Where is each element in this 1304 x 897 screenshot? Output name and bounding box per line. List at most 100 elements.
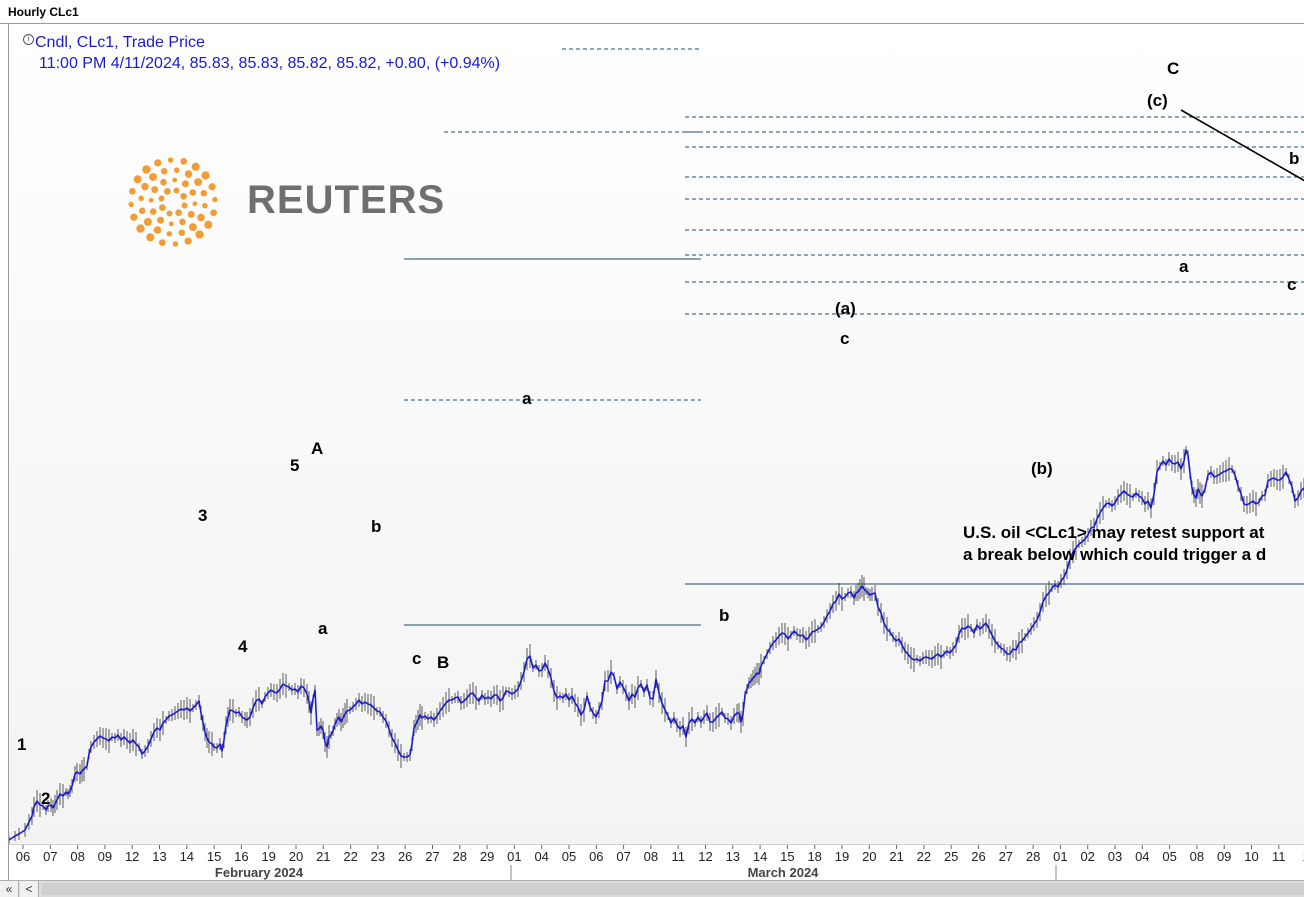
x-tick-label: 18 bbox=[807, 849, 821, 864]
logo-dot bbox=[149, 172, 158, 181]
logo-dot bbox=[160, 178, 167, 186]
logo-dot bbox=[136, 224, 145, 233]
x-tick-label: 27 bbox=[425, 849, 439, 864]
x-tick-label: 13 bbox=[726, 849, 740, 864]
wave-label: (a) bbox=[835, 299, 856, 318]
scrollbar-track[interactable] bbox=[42, 883, 1304, 895]
x-tick-label: 21 bbox=[889, 849, 903, 864]
logo-dot bbox=[168, 221, 174, 227]
x-tick-label: 04 bbox=[534, 849, 548, 864]
logo-dot bbox=[149, 208, 157, 215]
x-tick-label: 09 bbox=[98, 849, 112, 864]
logo-dot bbox=[184, 170, 193, 178]
info-icon[interactable]: i bbox=[23, 34, 34, 45]
x-tick-label: 06 bbox=[589, 849, 603, 864]
x-tick-label: 02 bbox=[1080, 849, 1094, 864]
logo-dot bbox=[184, 237, 192, 245]
legend-series: Cndl, CLc1, Trade Price bbox=[35, 34, 205, 51]
logo-dot bbox=[188, 223, 197, 232]
logo-dot bbox=[197, 213, 205, 222]
legend-values: 11:00 PM 4/11/2024, 85.83, 85.83, 85.82,… bbox=[39, 55, 501, 72]
x-tick-label: 20 bbox=[289, 849, 303, 864]
x-tick-label: 06 bbox=[16, 849, 30, 864]
logo-dot bbox=[154, 159, 162, 167]
logo-dot bbox=[146, 233, 155, 242]
logo-dot bbox=[173, 187, 180, 194]
x-tick-label: 01 bbox=[1053, 849, 1067, 864]
logo-dot bbox=[181, 202, 188, 209]
logo-dot bbox=[202, 202, 208, 209]
x-tick-label: 04 bbox=[1135, 849, 1149, 864]
x-tick-label: 28 bbox=[453, 849, 467, 864]
wave-label: a bbox=[522, 389, 532, 408]
x-axis: 06 07 08 09 12 13 14 15 16 19 20 21 22 23 26 27 28 29 01 04… bbox=[8, 844, 1304, 881]
logo-dot bbox=[158, 195, 165, 202]
annotation-line-2: a break below which could trigger a d bbox=[963, 545, 1267, 564]
reuters-logo: REUTERS bbox=[127, 152, 447, 252]
logo-dot bbox=[128, 201, 134, 208]
wave-label: b bbox=[719, 606, 729, 625]
logo-dot bbox=[160, 167, 168, 175]
x-tick-label: 08 bbox=[644, 849, 658, 864]
x-tick-label: 21 bbox=[316, 849, 330, 864]
wave-label: b bbox=[371, 517, 381, 536]
logo-dot bbox=[157, 216, 165, 224]
wave-label: c bbox=[1287, 275, 1296, 294]
x-tick-label: 19 bbox=[835, 849, 849, 864]
x-tick-label: 05 bbox=[1162, 849, 1176, 864]
x-tick-label: 03 bbox=[1108, 849, 1122, 864]
wave-label: 2 bbox=[41, 789, 50, 808]
logo-dot bbox=[166, 210, 173, 217]
wave-label: c bbox=[840, 329, 849, 348]
x-tick-label: 07 bbox=[616, 849, 630, 864]
wave-label: (b) bbox=[1031, 459, 1053, 478]
x-tick-label: 16 bbox=[234, 849, 248, 864]
wave-label: C bbox=[1167, 59, 1179, 78]
logo-dot bbox=[148, 197, 154, 203]
x-tick-label: 07 bbox=[43, 849, 57, 864]
wave-label: A bbox=[311, 439, 323, 458]
logo-dot bbox=[195, 230, 204, 239]
scroll-prev-button[interactable]: < bbox=[20, 881, 39, 897]
x-tick-label: 11 bbox=[1272, 849, 1286, 864]
wave-label: a bbox=[318, 619, 328, 638]
wave-label: c bbox=[412, 649, 421, 668]
logo-dot bbox=[178, 229, 186, 237]
x-tick-label: 08 bbox=[1190, 849, 1204, 864]
logo-dot bbox=[201, 171, 210, 180]
x-tick-label: 23 bbox=[371, 849, 385, 864]
x-tick-label: 01 bbox=[507, 849, 521, 864]
logo-dot bbox=[212, 196, 218, 203]
logo-dot bbox=[151, 186, 159, 194]
x-tick-label: 15 bbox=[207, 849, 221, 864]
logo-dot bbox=[175, 209, 182, 216]
logo-dot bbox=[194, 178, 203, 187]
x-tick-label: 14 bbox=[753, 849, 767, 864]
x-tick-label: 22 bbox=[917, 849, 931, 864]
logo-dot bbox=[133, 175, 142, 184]
x-tick-label: 14 bbox=[180, 849, 194, 864]
logo-dot bbox=[167, 157, 174, 163]
x-month-label: March 2024 bbox=[748, 865, 820, 880]
logo-dot bbox=[172, 177, 178, 183]
x-tick-label: 12 bbox=[698, 849, 712, 864]
x-tick-label: 27 bbox=[999, 849, 1013, 864]
wave-label: B bbox=[437, 653, 449, 672]
logo-dot bbox=[173, 167, 180, 173]
x-tick-label: 26 bbox=[971, 849, 985, 864]
wave-label: 4 bbox=[238, 637, 248, 656]
logo-dot bbox=[210, 209, 217, 217]
logo-dot bbox=[138, 207, 146, 215]
logo-dot bbox=[189, 189, 197, 196]
scroll-first-button[interactable]: « bbox=[0, 881, 19, 897]
horizontal-scrollbar[interactable]: « < bbox=[0, 880, 1304, 897]
x-tick-label: 09 bbox=[1217, 849, 1231, 864]
x-tick-label: 13 bbox=[152, 849, 166, 864]
price-series-line bbox=[9, 449, 1304, 841]
x-tick-label: 29 bbox=[480, 849, 494, 864]
logo-dot bbox=[181, 180, 189, 188]
x-month-label: February 2024 bbox=[215, 865, 304, 880]
logo-dot bbox=[143, 217, 152, 226]
logo-dot bbox=[172, 241, 179, 247]
